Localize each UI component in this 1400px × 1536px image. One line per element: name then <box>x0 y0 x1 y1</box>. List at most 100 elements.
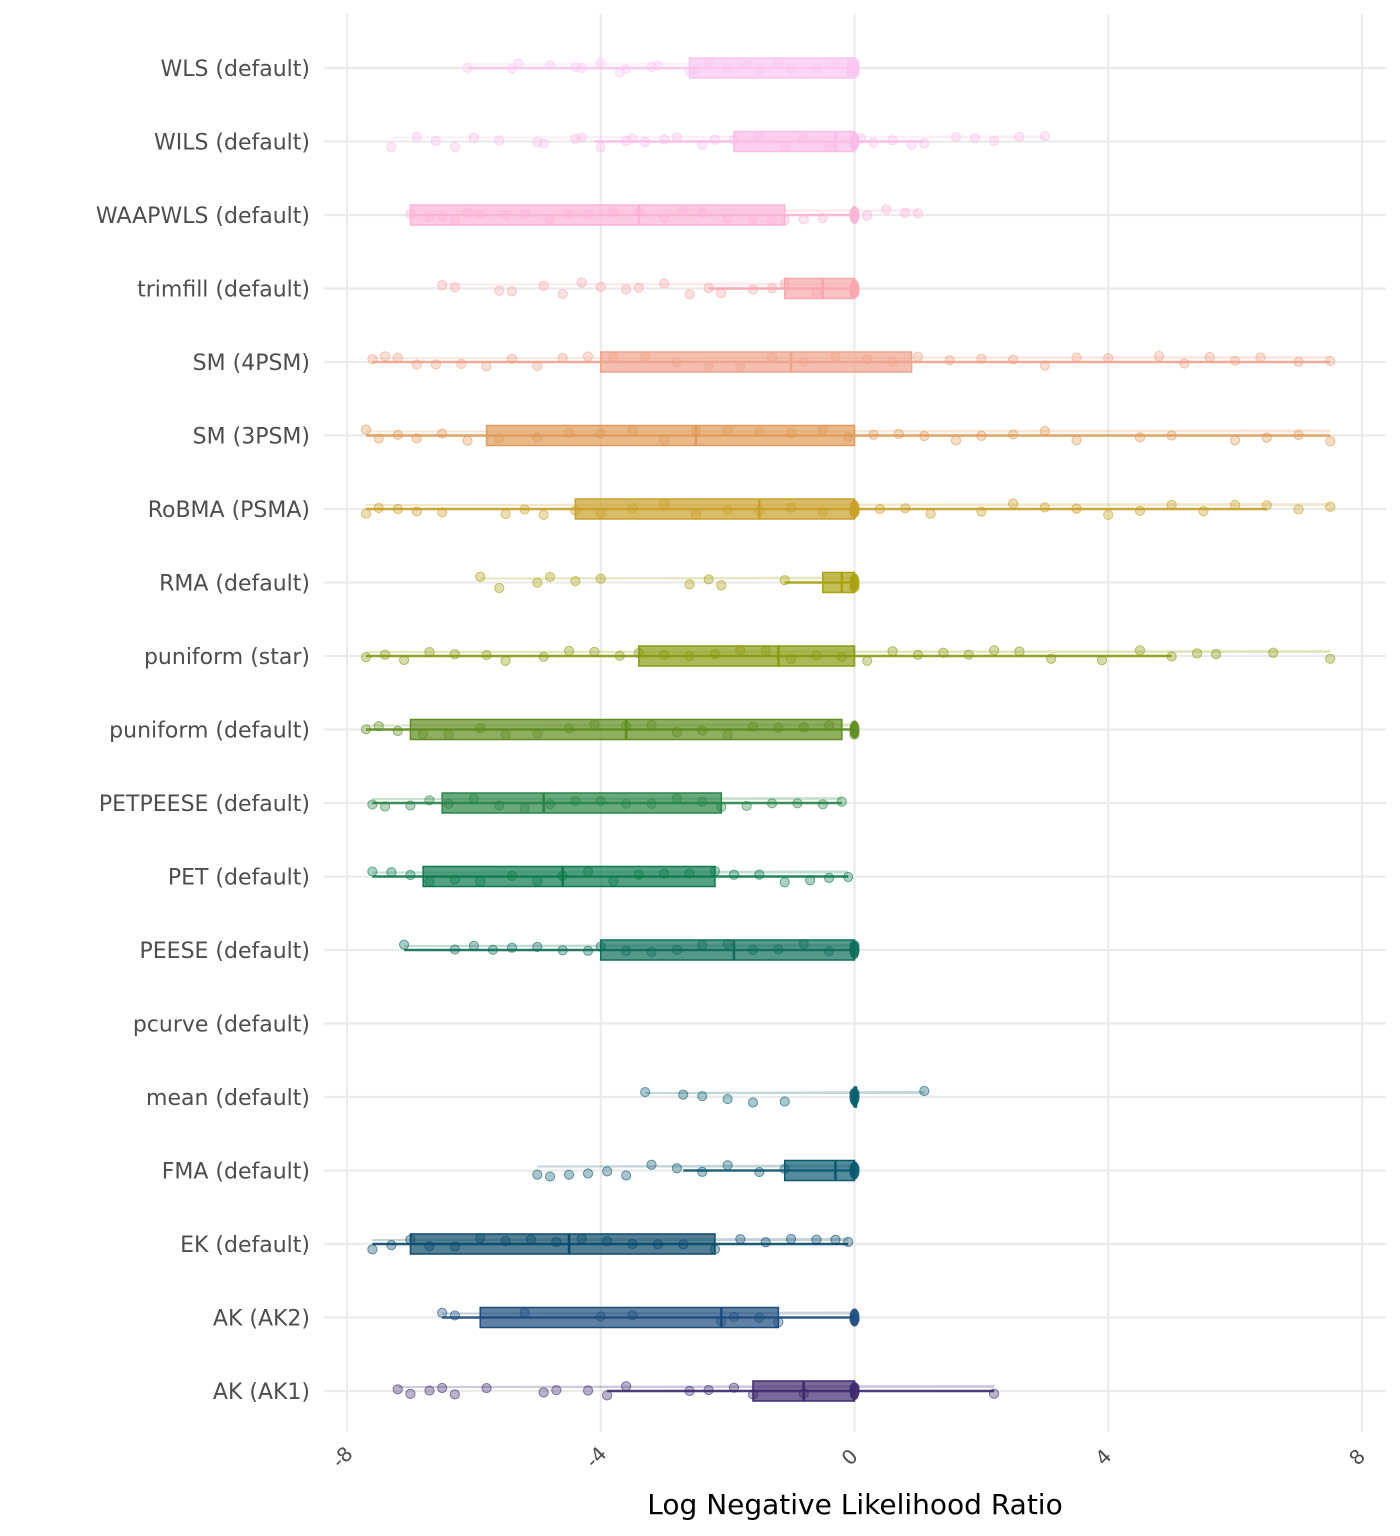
series-group <box>367 350 1336 373</box>
data-point <box>811 650 822 661</box>
data-point <box>969 133 981 144</box>
series-group <box>475 571 860 594</box>
density-cloud <box>391 135 1045 139</box>
data-point <box>506 353 518 364</box>
data-point <box>798 938 809 950</box>
data-point <box>1325 355 1336 367</box>
data-point <box>411 506 422 517</box>
data-point <box>532 941 543 953</box>
data-point <box>627 1238 638 1250</box>
data-point <box>709 866 721 877</box>
data-point <box>424 212 435 223</box>
data-point <box>614 650 625 661</box>
series-group <box>405 204 924 226</box>
data-point <box>722 938 733 950</box>
data-point <box>411 433 422 444</box>
data-point <box>728 134 740 145</box>
data-point <box>798 356 809 368</box>
data-point <box>919 1085 930 1097</box>
data-point <box>640 351 651 362</box>
data-point <box>449 1389 460 1400</box>
data-point <box>1007 498 1019 509</box>
data-point <box>671 1163 682 1174</box>
data-point <box>1039 425 1050 437</box>
data-point <box>798 133 809 144</box>
box <box>783 1159 856 1182</box>
data-point <box>601 1390 613 1401</box>
data-point <box>716 1316 727 1327</box>
series-group <box>360 718 860 741</box>
data-point <box>424 1385 435 1396</box>
data-point <box>1198 506 1209 517</box>
data-point <box>944 355 955 366</box>
data-point <box>938 647 949 658</box>
zero-cluster-point <box>849 720 860 739</box>
y-tick-label: PET (default) <box>168 866 310 891</box>
data-point <box>779 141 790 152</box>
data-point <box>437 211 448 222</box>
data-point <box>494 135 505 146</box>
data-point <box>703 360 714 372</box>
data-point <box>659 278 670 289</box>
data-point <box>1261 432 1272 443</box>
data-point <box>671 357 682 368</box>
data-point <box>779 215 790 226</box>
series-group <box>392 1380 1000 1402</box>
data-point <box>576 62 587 74</box>
data-point <box>449 649 460 660</box>
data-point <box>684 289 695 300</box>
data-point <box>1166 430 1177 441</box>
data-point <box>722 62 733 74</box>
data-point <box>608 207 619 218</box>
data-point <box>544 571 556 583</box>
data-point <box>684 651 695 662</box>
data-point <box>735 361 746 372</box>
data-point <box>601 1235 613 1247</box>
data-point <box>646 798 657 809</box>
zero-cluster-point <box>849 132 860 151</box>
data-point <box>722 1160 733 1171</box>
data-point <box>1325 501 1336 512</box>
data-point <box>747 284 759 295</box>
data-point <box>779 877 790 888</box>
data-point <box>754 64 765 76</box>
box <box>422 865 716 888</box>
data-point <box>633 206 644 217</box>
data-point <box>1191 648 1203 659</box>
data-point <box>646 720 657 731</box>
data-point <box>544 799 556 810</box>
data-point <box>379 351 391 362</box>
y-tick-label: AK (AK1) <box>213 1380 310 1405</box>
data-point <box>912 351 924 362</box>
data-point <box>652 60 663 71</box>
y-tick-label: trimfill (default) <box>137 278 310 303</box>
data-point <box>785 1233 797 1245</box>
data-point <box>1103 509 1114 520</box>
data-point <box>785 653 797 664</box>
data-point <box>563 209 575 220</box>
data-point <box>595 795 606 807</box>
data-point <box>595 941 606 952</box>
data-point <box>722 213 733 224</box>
data-point <box>741 800 752 812</box>
data-point <box>392 429 403 441</box>
data-point <box>1134 645 1146 656</box>
data-point <box>925 508 936 519</box>
data-point <box>684 66 695 77</box>
data-point <box>595 57 606 69</box>
data-point <box>386 867 397 878</box>
data-point <box>766 283 778 294</box>
data-point <box>532 1169 543 1180</box>
data-point <box>640 1086 651 1098</box>
data-point <box>449 282 460 293</box>
data-point <box>386 1240 397 1251</box>
data-point <box>405 869 416 881</box>
data-point <box>830 59 841 70</box>
data-point <box>462 62 473 73</box>
data-point <box>430 359 441 370</box>
data-point <box>811 286 822 298</box>
data-point <box>532 137 543 148</box>
x-tick-label: -8 <box>327 1442 358 1473</box>
data-point <box>360 424 372 435</box>
